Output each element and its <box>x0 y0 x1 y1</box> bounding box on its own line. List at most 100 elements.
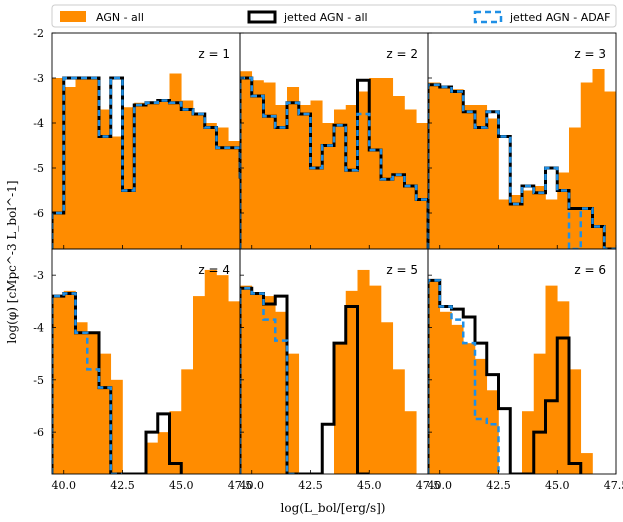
agn-all-bar <box>334 109 347 249</box>
agn-all-bar <box>404 109 417 249</box>
agn-all-bar <box>169 411 182 474</box>
x-tick-label: 42.5 <box>486 479 511 492</box>
agn-all-bar <box>275 311 288 474</box>
agn-all-bar <box>75 78 88 249</box>
agn-all-bar <box>87 332 100 474</box>
agn-all-bar <box>545 199 558 249</box>
agn-all-bar <box>287 87 300 249</box>
agn-all-bar <box>451 324 464 474</box>
agn-all-bar <box>580 453 593 474</box>
agn-all-bar <box>251 293 264 474</box>
agn-all-bar <box>357 91 370 249</box>
jetted-adaf-step <box>52 292 123 474</box>
agn-all-bar <box>345 290 358 474</box>
agn-all-bar <box>193 296 206 474</box>
agn-all-bar <box>404 411 417 474</box>
jetted-adaf-step <box>240 286 299 474</box>
legend-label: jetted AGN - ADAF <box>509 11 610 24</box>
agn-all-bar <box>486 390 499 474</box>
agn-all-bar <box>557 172 570 249</box>
agn-all-bar <box>240 71 253 249</box>
agn-all-bar <box>580 82 593 249</box>
agn-all-bar <box>181 100 194 249</box>
panel-label: z = 5 <box>386 263 418 277</box>
y-axis-title: log(φ) [cMpc^-3 L_bol^-1] <box>5 180 19 343</box>
agn-all-bar <box>392 369 405 474</box>
agn-all-bar <box>604 91 616 249</box>
agn-all-bar <box>498 199 511 249</box>
panel-label: z = 4 <box>198 263 230 277</box>
legend: AGN - all jetted AGN - all jetted AGN - AD… <box>51 4 617 28</box>
plot-area <box>52 269 240 474</box>
panel-z4: z = 4 -3 -4 -5 -6 40.0 42.5 45.0 47.5 <box>33 248 253 492</box>
agn-all-bar <box>392 96 405 249</box>
agn-all-bar <box>334 343 347 474</box>
y-tick-label: -3 <box>33 269 44 282</box>
agn-all-bar <box>381 322 394 474</box>
agn-all-bar <box>451 89 464 249</box>
panel-label: z = 1 <box>198 47 230 61</box>
agn-all-bar <box>486 118 499 249</box>
agn-all-bar <box>251 80 264 249</box>
panel-z1: z = 1 -2 -3 -4 -5 -6 <box>33 27 241 250</box>
jetted-all-step <box>52 76 240 249</box>
y-tick-label: -4 <box>33 321 44 334</box>
y-tick-label: -3 <box>33 72 44 85</box>
x-tick-label: 45.0 <box>545 479 570 492</box>
agn-all-bar <box>63 290 76 474</box>
agn-all-bar <box>263 82 276 249</box>
agn-all-bar <box>522 411 535 474</box>
x-tick-label: 47.5 <box>228 479 253 492</box>
y-tick-label: -2 <box>33 27 44 40</box>
agn-all-bar <box>428 82 441 249</box>
y-tick-label: -5 <box>33 162 44 175</box>
panel-z6: z = 6 40.0 42.5 45.0 47.5 <box>427 248 623 492</box>
agn-all-bar <box>216 275 229 474</box>
agn-all-bar <box>510 195 523 249</box>
x-tick-label: 45.0 <box>357 479 382 492</box>
agn-all-bar <box>557 301 570 474</box>
agn-all-bar <box>310 100 323 249</box>
x-tick-label: 42.5 <box>298 479 323 492</box>
agn-all-bar <box>475 358 488 474</box>
agn-all-bar <box>616 74 623 250</box>
agn-all-bar <box>228 301 240 474</box>
agn-all-bar <box>439 87 452 249</box>
agn-all-bar <box>157 100 170 249</box>
plot-area <box>240 269 417 474</box>
agn-all-bar <box>87 78 100 249</box>
agn-all-bar <box>52 296 65 474</box>
legend-entry-agn_all: AGN - all <box>60 11 144 24</box>
legend-label: jetted AGN - all <box>283 11 368 24</box>
x-tick-label: 40.0 <box>240 479 265 492</box>
axes-labels: log(L_bol/[erg/s]) log(φ) [cMpc^-3 L_bol^… <box>5 180 385 515</box>
panel-label: z = 2 <box>386 47 418 61</box>
y-tick-label: -6 <box>33 207 44 220</box>
agn-all-bar <box>439 311 452 474</box>
agn-all-bar <box>287 353 300 474</box>
agn-all-bar <box>533 186 546 249</box>
x-tick-label: 47.5 <box>416 479 441 492</box>
agn-all-bar <box>369 285 382 474</box>
agn-all-bar <box>322 123 335 249</box>
panel-label: z = 3 <box>574 47 606 61</box>
jetted-all-step <box>52 291 183 474</box>
legend-swatch <box>247 10 277 24</box>
agn-all-bar <box>298 105 311 249</box>
panels: z = 1 -2 -3 -4 -5 -6 z = 2 z = 3 z = 4 -3 -4 -5 -6 40… <box>33 27 623 492</box>
x-tick-label: 40.0 <box>428 479 453 492</box>
agn-all-bar <box>169 73 182 249</box>
agn-all-bar <box>122 107 135 249</box>
agn-all-bar <box>569 369 582 474</box>
agn-all-bar <box>357 269 370 474</box>
x-tick-label: 42.5 <box>110 479 135 492</box>
agn-all-bar <box>369 78 382 249</box>
agn-all-bar <box>204 269 217 474</box>
y-tick-label: -4 <box>33 117 44 130</box>
panel-frame <box>427 248 617 475</box>
agn-all-bar <box>228 141 240 249</box>
legend-entry-jetted_adaf: jetted AGN - ADAF <box>473 10 610 24</box>
agn-all-bar <box>263 296 276 474</box>
agn-all-bar <box>569 127 582 249</box>
agn-all-bar <box>181 369 194 474</box>
